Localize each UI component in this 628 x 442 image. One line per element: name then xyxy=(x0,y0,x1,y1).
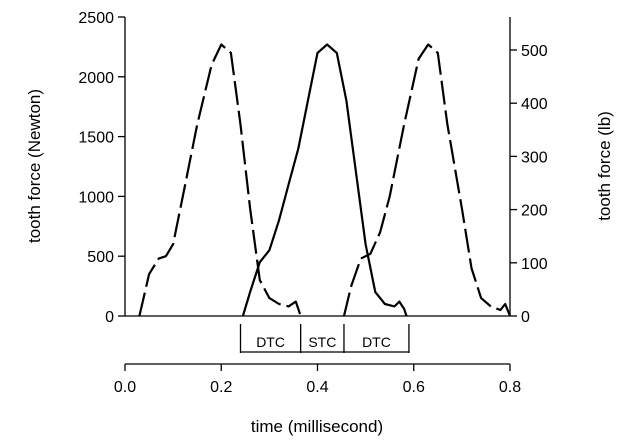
left-y-tick-label: 2500 xyxy=(78,10,114,27)
x-tick-label: 0.8 xyxy=(499,379,521,396)
tooth-force-curve-3 xyxy=(342,43,512,317)
right-y-tick-label: 200 xyxy=(521,203,548,220)
x-tick-label: 0.2 xyxy=(210,379,232,396)
tooth-force-curve-1 xyxy=(138,43,302,317)
right-y-tick-label: 300 xyxy=(521,149,548,166)
x-tick-label: 0.4 xyxy=(306,379,328,396)
right-y-tick-label: 0 xyxy=(521,309,530,326)
left-y-tick-label: 0 xyxy=(105,309,114,326)
left-y-tick-label: 500 xyxy=(87,249,114,266)
right-y-tick-label: 400 xyxy=(521,96,548,113)
segment-label: DTC xyxy=(362,334,391,350)
right-y-tick-label: 100 xyxy=(521,256,548,273)
left-y-tick-label: 2000 xyxy=(78,70,114,87)
y-axis-title-right: tooth force (lb) xyxy=(595,111,614,221)
contact-segments: DTC STC DTC xyxy=(239,324,410,353)
x-ticks: 0.0 0.2 0.4 0.6 0.8 xyxy=(114,364,521,396)
right-y-tick-label: 500 xyxy=(521,43,548,60)
segment-label: STC xyxy=(308,334,336,350)
left-y-tick-label: 1000 xyxy=(78,189,114,206)
tooth-force-curve-2 xyxy=(241,43,408,317)
segment-label: DTC xyxy=(256,334,285,350)
left-y-ticks: 0 500 1000 1500 2000 2500 xyxy=(78,10,125,326)
force-curves xyxy=(138,43,512,317)
y-axis-title-left: tooth force (Newton) xyxy=(25,89,44,243)
x-axis-title: time (millisecond) xyxy=(251,417,383,436)
left-y-tick-label: 1500 xyxy=(78,130,114,147)
x-tick-label: 0.0 xyxy=(114,379,136,396)
x-tick-label: 0.6 xyxy=(403,379,425,396)
right-y-ticks: 0 100 200 300 400 500 xyxy=(510,43,548,326)
